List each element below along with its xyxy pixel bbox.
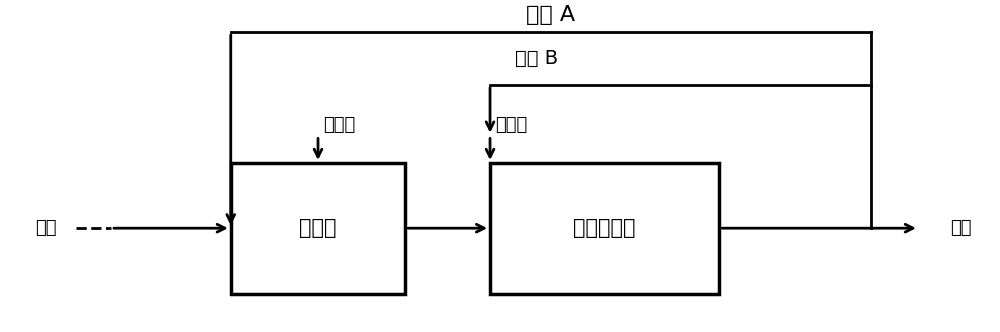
FancyBboxPatch shape (490, 163, 719, 293)
Text: 回流 B: 回流 B (515, 49, 558, 68)
Text: 助凝剂: 助凝剂 (495, 116, 527, 133)
Text: 絮凝剂: 絮凝剂 (323, 116, 355, 133)
Text: 混合池: 混合池 (299, 218, 337, 238)
Text: 回流 A: 回流 A (526, 5, 575, 25)
Text: 絮凝沉淀池: 絮凝沉淀池 (573, 218, 636, 238)
Text: 出水: 出水 (950, 219, 971, 237)
FancyBboxPatch shape (231, 163, 405, 293)
Text: 进水: 进水 (36, 219, 57, 237)
